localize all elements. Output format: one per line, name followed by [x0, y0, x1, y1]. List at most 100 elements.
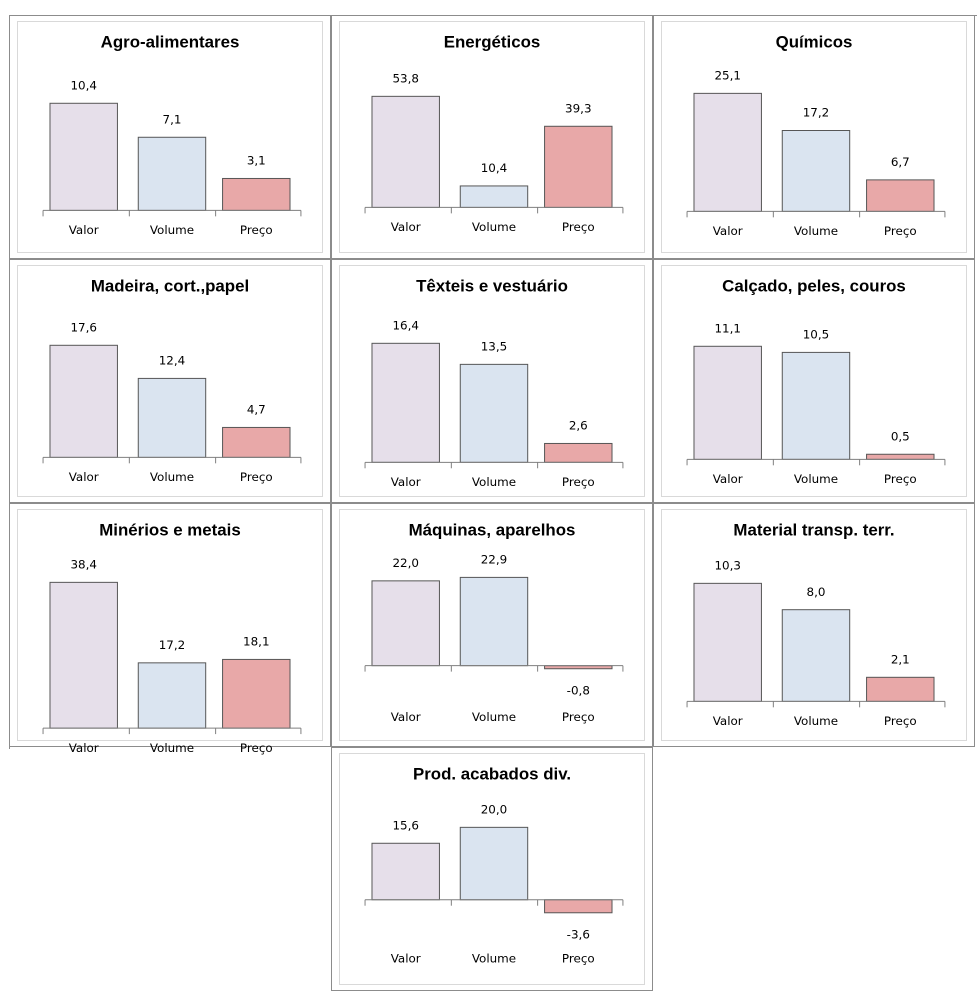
data-label: 6,7: [891, 155, 910, 169]
chart-title: Químicos: [776, 33, 853, 52]
category-label: Preço: [240, 223, 273, 237]
chart-energeticos: Energéticos 53,8 10,4 39,3 Valor Volume Preço: [364, 33, 624, 234]
chart-panel-maquinas: Máquinas, aparelhos 22,0 22,9 -0,8 Valor Volu…: [331, 503, 653, 747]
category-label: Volume: [150, 470, 194, 484]
category-label: Volume: [794, 224, 838, 238]
chart-plot-frame: [661, 265, 967, 497]
chart-plot-frame: [339, 509, 645, 741]
chart-plot-frame: [339, 21, 645, 253]
chart-plot-frame: [17, 21, 323, 253]
category-label: Preço: [562, 475, 595, 489]
bar-valor: [371, 580, 440, 667]
chart-minerios: Minérios e metais 38,4 17,2 18,1 Valor Volume…: [42, 521, 302, 755]
data-label: 12,4: [159, 354, 185, 368]
data-label: 16,4: [392, 318, 418, 332]
data-label: 22,9: [481, 553, 507, 567]
chart-plot-frame: [17, 265, 323, 497]
bar-preco: [866, 179, 935, 212]
category-label: Preço: [562, 951, 595, 965]
chart-panel-calcado: Calçado, peles, couros 11,1 10,5 0,5 Valor Vo…: [653, 259, 975, 503]
category-label: Valor: [713, 224, 743, 238]
data-label: 10,3: [714, 558, 740, 572]
bar-preco: [222, 426, 291, 458]
chart-panel-madeira: Madeira, cort.,papel 17,6 12,4 4,7 Valor Volu…: [9, 259, 331, 503]
category-label: Valor: [391, 475, 421, 489]
bar-preco: [544, 442, 613, 463]
bar-valor: [49, 102, 118, 211]
data-label: 10,5: [803, 328, 829, 342]
chart-material-transp: Material transp. terr. 10,3 8,0 2,1 Valor Vol…: [686, 521, 946, 728]
category-label: Preço: [884, 224, 917, 238]
category-label: Preço: [562, 220, 595, 234]
data-label: 18,1: [243, 635, 269, 649]
category-label: Volume: [150, 741, 194, 755]
chart-title: Agro-alimentares: [101, 33, 240, 52]
category-label: Valor: [69, 470, 99, 484]
chart-panel-quimicos: Químicos 25,1 17,2 6,7 Valor Volume Preço: [653, 15, 975, 259]
data-label: 2,1: [891, 652, 910, 666]
bar-valor: [49, 581, 118, 729]
bar-preco: [544, 899, 613, 914]
data-label: 15,6: [392, 818, 418, 832]
category-label: Valor: [391, 710, 421, 724]
chart-title: Têxteis e vestuário: [416, 277, 568, 296]
data-label: 38,4: [70, 557, 96, 571]
bar-valor: [371, 342, 440, 463]
category-label: Preço: [884, 714, 917, 728]
category-label: Volume: [794, 472, 838, 486]
category-label: Preço: [240, 741, 273, 755]
bar-preco: [866, 453, 935, 460]
chart-texteis: Têxteis e vestuário 16,4 13,5 2,6 Valor Volum…: [364, 277, 624, 489]
bar-volume: [459, 185, 529, 208]
data-label: 17,2: [803, 106, 829, 120]
data-label: 10,4: [481, 161, 507, 175]
data-label: 2,6: [569, 419, 588, 433]
bar-volume: [781, 609, 851, 702]
category-label: Valor: [713, 472, 743, 486]
bar-valor: [371, 842, 440, 901]
data-label: 0,5: [891, 429, 910, 443]
data-label: 7,1: [163, 112, 182, 126]
bar-valor: [49, 344, 118, 458]
chart-panel-material-transp: Material transp. terr. 10,3 8,0 2,1 Valor Vol…: [653, 503, 975, 747]
bar-valor: [693, 345, 762, 460]
bar-valor: [693, 582, 762, 702]
bar-volume: [137, 662, 207, 729]
bar-volume: [137, 377, 207, 458]
bar-valor: [693, 92, 762, 212]
category-label: Valor: [391, 220, 421, 234]
data-label: 11,1: [714, 321, 740, 335]
chart-panel-prod-acabados: Prod. acabados div. 15,6 20,0 -3,6 Valor Volu…: [331, 747, 653, 991]
data-label: 17,2: [159, 638, 185, 652]
category-label: Preço: [884, 472, 917, 486]
chart-panel-agro-alimentares: Agro-alimentares 10,4 7,1 3,1 Valor Volume Pre…: [9, 15, 331, 259]
category-label: Volume: [472, 710, 516, 724]
chart-calcado: Calçado, peles, couros 11,1 10,5 0,5 Valor Vo…: [686, 277, 946, 486]
data-label: -3,6: [567, 928, 590, 942]
chart-madeira: Madeira, cort.,papel 17,6 12,4 4,7 Valor Volu…: [42, 277, 302, 484]
category-label: Volume: [472, 220, 516, 234]
chart-prod-acabados: Prod. acabados div. 15,6 20,0 -3,6 Valor Volu…: [364, 765, 624, 965]
chart-title: Madeira, cort.,papel: [91, 277, 249, 296]
chart-title: Energéticos: [444, 33, 541, 52]
chart-title: Minérios e metais: [99, 521, 241, 540]
data-label: 39,3: [565, 101, 591, 115]
chart-plot-frame: [17, 509, 323, 741]
data-label: -0,8: [567, 684, 590, 698]
data-label: 17,6: [70, 320, 96, 334]
bar-volume: [459, 826, 529, 901]
data-label: 3,1: [247, 154, 266, 168]
data-label: 4,7: [247, 403, 266, 417]
chart-panel-minerios: Minérios e metais 38,4 17,2 18,1 Valor Volume…: [9, 503, 331, 755]
bar-volume: [781, 130, 851, 212]
bar-preco: [866, 676, 935, 702]
chart-agro-alimentares: Agro-alimentares 10,4 7,1 3,1 Valor Volume Pre…: [42, 33, 302, 237]
category-label: Valor: [69, 741, 99, 755]
category-label: Preço: [240, 470, 273, 484]
chart-title: Calçado, peles, couros: [722, 277, 906, 296]
bar-volume: [137, 136, 207, 211]
chart-panel-energeticos: Energéticos 53,8 10,4 39,3 Valor Volume Preço: [331, 15, 653, 259]
bar-valor: [371, 95, 440, 208]
chart-plot-frame: [339, 265, 645, 497]
chart-title: Material transp. terr.: [733, 521, 894, 540]
